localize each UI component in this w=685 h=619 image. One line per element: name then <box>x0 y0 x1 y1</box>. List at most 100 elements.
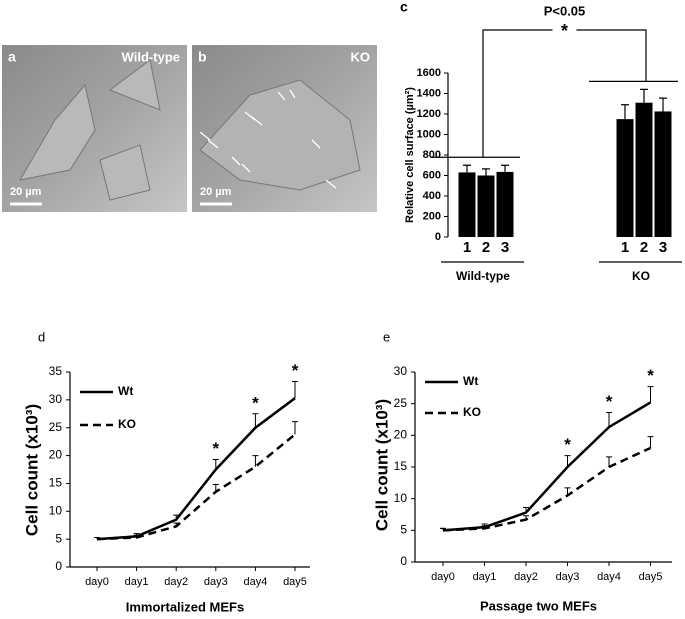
p-value: P<0.05 <box>544 3 586 18</box>
y-tick-label: 20 <box>394 428 408 442</box>
error-bar <box>501 164 509 172</box>
significance-marker: * <box>212 439 219 458</box>
arrows <box>199 89 337 189</box>
error-bar <box>252 413 259 428</box>
x-tick-label: day3 <box>204 576 228 588</box>
y-tick-label: 15 <box>394 459 408 473</box>
y-tick-label: 35 <box>49 364 63 378</box>
legend-label: Wt <box>118 384 133 398</box>
bar <box>616 119 634 237</box>
bar <box>477 175 495 237</box>
bar <box>654 111 672 237</box>
significance-marker: * <box>252 393 259 412</box>
error-bar <box>292 380 298 399</box>
y-tick-label: 20 <box>49 448 63 462</box>
legend-label: KO <box>463 405 481 419</box>
legend-label: Wt <box>463 374 478 388</box>
x-tick-label: day5 <box>639 571 663 583</box>
panel-letter: c <box>400 0 408 15</box>
error-bar <box>647 386 654 403</box>
y-tick-label: 5 <box>55 531 62 545</box>
x-tick-label: day1 <box>473 571 497 583</box>
y-axis-title: Relative cell surface (µm²) <box>404 87 416 223</box>
y-axis-title: Cell count (x10³) <box>372 399 391 531</box>
category-label: 2 <box>482 239 490 256</box>
group-label: Wild-type <box>456 269 510 283</box>
y-tick-label: 15 <box>49 476 63 490</box>
error-bar <box>606 456 612 467</box>
category-label: 1 <box>621 239 629 256</box>
error-bar <box>640 88 648 103</box>
y-tick-label: 400 <box>423 190 441 202</box>
micrograph-a: a Wild-type 20 µm <box>2 45 187 212</box>
series-line <box>442 401 652 532</box>
error-bar <box>252 455 259 467</box>
x-tick-label: day1 <box>125 576 149 588</box>
y-tick-label: 25 <box>49 420 63 434</box>
error-bar <box>606 412 612 428</box>
y-tick-label: 1200 <box>417 108 441 120</box>
x-tick-label: day4 <box>243 576 267 588</box>
significance-marker: * <box>606 392 613 411</box>
category-label: 3 <box>501 239 509 256</box>
y-tick-label: 30 <box>49 392 63 406</box>
y-tick-label: 10 <box>394 491 408 505</box>
panel-letter: b <box>198 49 207 65</box>
y-tick-label: 600 <box>423 169 441 181</box>
y-tick-label: 1600 <box>417 67 441 79</box>
image-label: Wild-type <box>122 49 180 64</box>
x-tick-label: day5 <box>283 576 307 588</box>
significance-marker: * <box>647 366 654 385</box>
y-tick-label: 1000 <box>417 128 441 140</box>
bar <box>496 171 514 237</box>
x-tick-label: day2 <box>514 571 538 583</box>
cell-shape <box>199 79 361 191</box>
scale-label: 20 µm <box>200 186 232 198</box>
x-tick-label: day0 <box>431 571 455 583</box>
error-bar <box>621 104 629 120</box>
panel-letter: e <box>383 329 390 344</box>
category-label: 1 <box>463 239 471 256</box>
y-tick-label: 25 <box>394 396 408 410</box>
micrograph-b: b KO 20 µm <box>192 45 377 212</box>
y-tick-label: 10 <box>49 503 63 517</box>
significance-bracket <box>482 29 647 158</box>
y-axis-title: Cell count (x10³) <box>22 404 41 536</box>
legend-label: KO <box>118 417 136 431</box>
error-bar <box>659 97 667 112</box>
group-label: KO <box>632 269 650 283</box>
x-tick-label: day3 <box>556 571 580 583</box>
significance-marker: * <box>564 435 571 454</box>
error-bar <box>564 455 571 467</box>
series-line <box>442 446 652 532</box>
significance-marker: * <box>561 21 568 41</box>
category-label: 2 <box>640 239 648 256</box>
series-line <box>96 433 296 541</box>
y-tick-label: 1400 <box>417 87 441 99</box>
x-tick-label: day2 <box>164 576 188 588</box>
bar <box>458 172 476 237</box>
panel-letter: d <box>38 329 45 344</box>
y-tick-label: 30 <box>394 364 408 378</box>
panel-letter: a <box>8 49 16 65</box>
error-bar <box>482 168 490 176</box>
image-label: KO <box>351 49 371 64</box>
x-tick-label: day0 <box>85 576 109 588</box>
error-bar <box>292 421 298 435</box>
y-tick-label: 200 <box>423 210 441 222</box>
scale-label: 20 µm <box>10 186 42 198</box>
y-tick-label: 5 <box>400 523 407 537</box>
y-tick-label: 0 <box>400 554 407 568</box>
x-axis-title: Immortalized MEFs <box>126 599 244 614</box>
error-bar <box>463 164 471 173</box>
x-tick-label: day4 <box>597 571 621 583</box>
significance-marker: * <box>292 361 299 380</box>
error-bar <box>647 436 654 448</box>
y-tick-label: 0 <box>435 231 441 243</box>
bar <box>635 102 653 237</box>
cell-shape <box>19 59 161 201</box>
category-label: 3 <box>659 239 667 256</box>
x-axis-title: Passage two MEFs <box>480 598 597 613</box>
